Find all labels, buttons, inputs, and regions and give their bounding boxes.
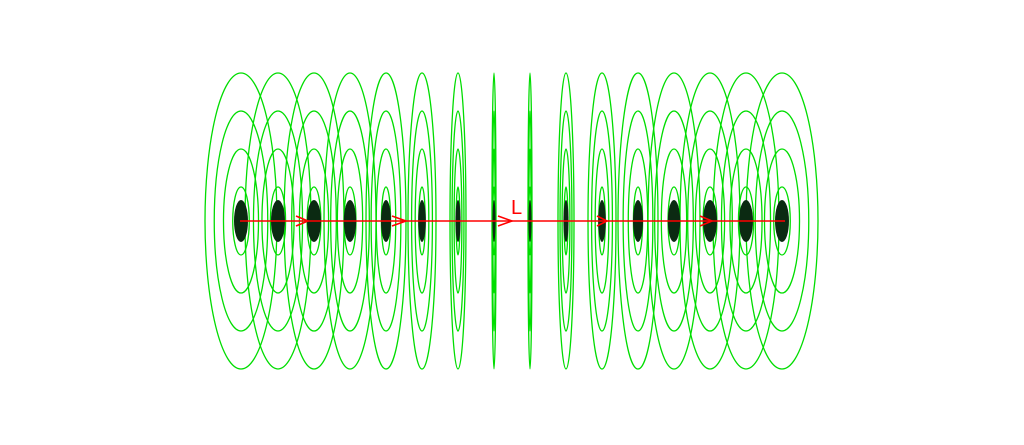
axis-arrow-2	[391, 215, 409, 227]
axis-arrow-1	[295, 215, 311, 227]
axis-arrow-4	[596, 215, 609, 227]
axis-label: L	[511, 197, 522, 219]
axis-group: L	[240, 197, 785, 227]
axis-arrow-5	[699, 215, 715, 227]
axis-arrow-3	[497, 215, 515, 227]
